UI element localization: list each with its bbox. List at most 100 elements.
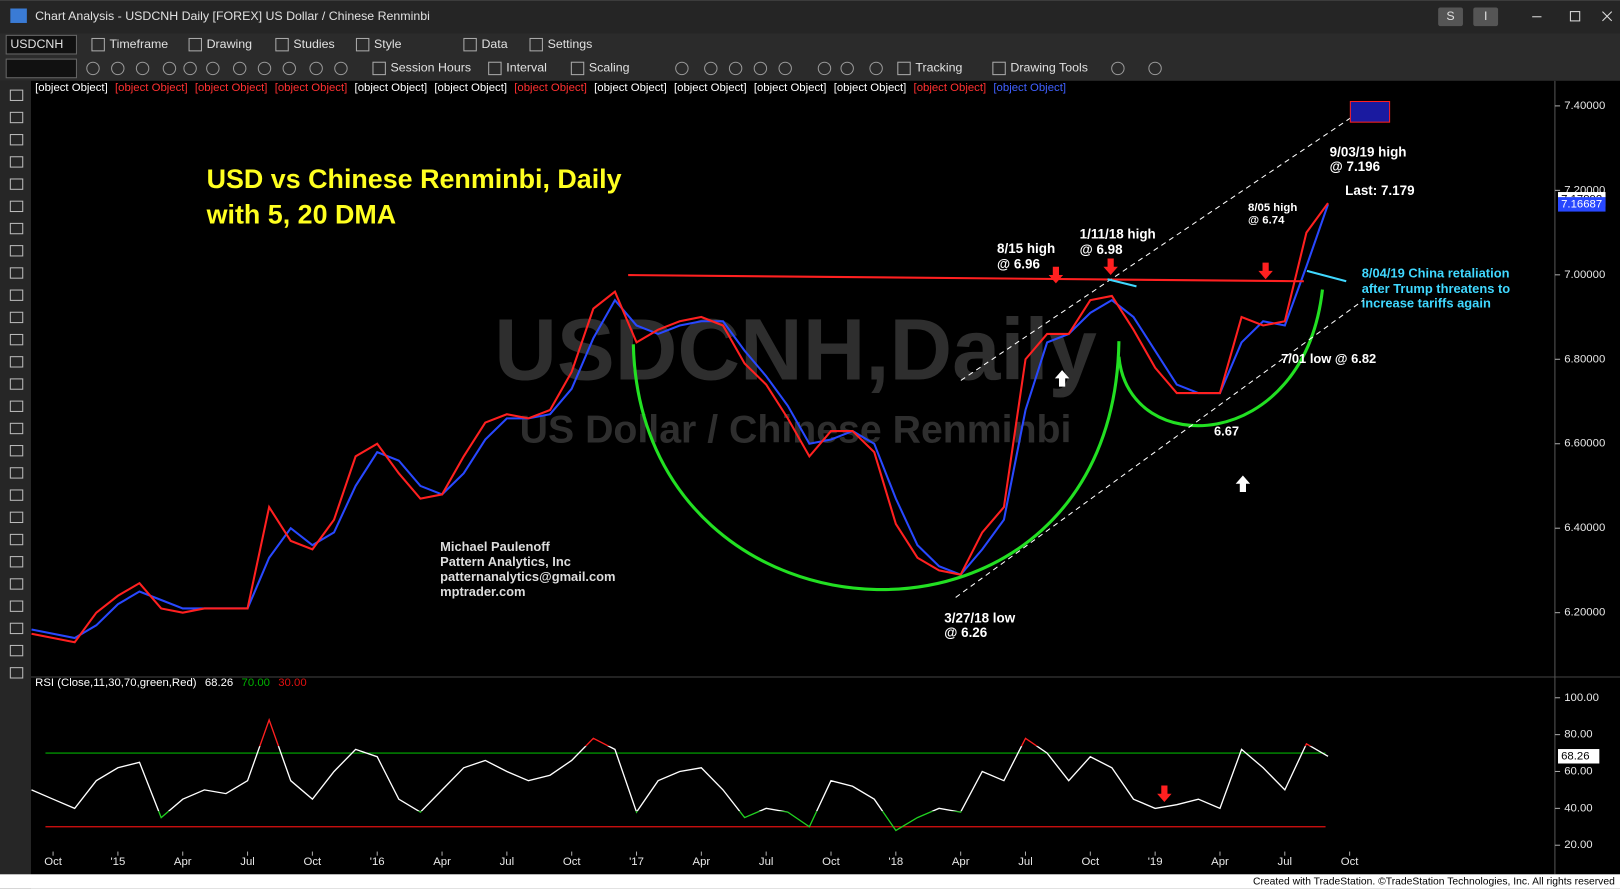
- close[interactable]: [1602, 11, 1613, 22]
- tool-icon[interactable]: [9, 600, 24, 612]
- tool-icon[interactable]: [9, 222, 24, 235]
- tool-icon[interactable]: [9, 245, 24, 257]
- tool-icon[interactable]: [9, 111, 24, 124]
- tool-icon[interactable]: [9, 89, 24, 101]
- x-tick-label: Apr: [174, 856, 192, 868]
- tool-icon[interactable]: [9, 511, 24, 524]
- s-button[interactable]: [1438, 7, 1463, 27]
- toolbar-icon[interactable]: [992, 61, 1006, 76]
- tool-column: [0, 80, 31, 889]
- tool-icon[interactable]: [206, 61, 220, 76]
- toolbar-button[interactable]: Settings: [548, 37, 593, 51]
- rsi-plot: RSI (Close,11,30,70,green,Red) 68.26 70.00…: [31, 677, 1600, 851]
- arrow-down: [1258, 262, 1273, 280]
- tool-icon[interactable]: [9, 156, 24, 168]
- tool-icon[interactable]: [9, 200, 24, 213]
- tool-icon[interactable]: [1111, 61, 1125, 76]
- x-tick-label: Apr: [693, 856, 711, 868]
- tool-icon[interactable]: [9, 489, 24, 501]
- tool-icon[interactable]: [840, 61, 854, 76]
- tool-icon[interactable]: [778, 61, 792, 76]
- toolbar-button[interactable]: Studies: [293, 37, 334, 51]
- annotation: @ 7.196: [1330, 159, 1380, 174]
- x-tick-label: '19: [1148, 856, 1163, 868]
- tool-icon[interactable]: [9, 422, 24, 435]
- toolbar-button[interactable]: Drawing Tools: [1010, 61, 1088, 75]
- tool-icon[interactable]: [9, 667, 24, 679]
- toolbar-button[interactable]: Timeframe: [110, 37, 169, 51]
- y-tick-label: 7.00000: [1564, 269, 1605, 281]
- tool-icon[interactable]: [111, 61, 125, 76]
- i-button[interactable]: [1473, 7, 1499, 27]
- tool-icon[interactable]: [9, 533, 24, 546]
- tool-icon[interactable]: [9, 178, 24, 190]
- tool-icon[interactable]: [9, 578, 24, 590]
- tool-icon[interactable]: [869, 61, 883, 76]
- tool-icon[interactable]: [1148, 61, 1162, 76]
- x-tick-label: Jul: [759, 856, 774, 868]
- i-button-label[interactable]: I: [1484, 9, 1487, 23]
- y-tick-label: 6.20000: [1564, 607, 1605, 619]
- tool-icon[interactable]: [9, 311, 24, 324]
- toolbar-button[interactable]: Tracking: [915, 61, 962, 75]
- toolbar-button[interactable]: Interval: [506, 61, 547, 75]
- tool-icon[interactable]: [183, 61, 197, 76]
- tool-icon[interactable]: [162, 61, 177, 76]
- tool-icon[interactable]: [9, 467, 24, 479]
- toolbar-icon[interactable]: [355, 37, 370, 52]
- toolbar-icon[interactable]: [488, 61, 502, 76]
- y-tick-label: 100.00: [1564, 692, 1599, 704]
- toolbar-button[interactable]: Scaling: [589, 61, 630, 75]
- tool-icon[interactable]: [817, 61, 832, 76]
- tool-icon[interactable]: [704, 61, 718, 76]
- x-tick-label: '15: [110, 856, 125, 868]
- interval-box[interactable]: [5, 58, 77, 79]
- tool-icon[interactable]: [9, 378, 24, 390]
- toolbar-button[interactable]: Session Hours: [391, 61, 471, 75]
- tool-icon[interactable]: [257, 61, 272, 76]
- annotation: @ 6.26: [944, 625, 987, 640]
- annotation: 3/27/18 low: [944, 611, 1015, 626]
- handle-arc: [1117, 289, 1324, 428]
- tool-icon[interactable]: [9, 356, 24, 368]
- tool-icon[interactable]: [9, 445, 24, 457]
- toolbar-icon[interactable]: [372, 61, 386, 76]
- symbol[interactable]: USDCNH: [10, 37, 63, 51]
- x-tick-label: Oct: [563, 856, 582, 868]
- toolbar-button[interactable]: Style: [374, 37, 402, 51]
- x-tick-label: Oct: [822, 856, 841, 868]
- toolbar-icon[interactable]: [275, 37, 289, 52]
- tool-icon[interactable]: [9, 622, 24, 635]
- tool-icon[interactable]: [9, 644, 24, 657]
- tool-icon[interactable]: [9, 333, 24, 346]
- tool-icon[interactable]: [9, 556, 24, 568]
- tool-icon[interactable]: [728, 61, 743, 76]
- tool-icon[interactable]: [9, 134, 24, 146]
- status-item: [object Object]: [914, 82, 987, 94]
- watermark-name: US Dollar / Chinese Renminbi: [520, 407, 1072, 451]
- toolbar-button[interactable]: Data: [481, 37, 507, 51]
- tool-icon[interactable]: [9, 400, 24, 412]
- symbol-box[interactable]: [5, 34, 77, 55]
- tool-icon[interactable]: [86, 61, 100, 76]
- toolbar-icon[interactable]: [91, 37, 105, 52]
- s-button-label[interactable]: S: [1446, 9, 1454, 23]
- tool-icon[interactable]: [334, 61, 348, 76]
- tool-icon[interactable]: [282, 61, 297, 76]
- tool-icon[interactable]: [753, 61, 768, 76]
- tool-icon[interactable]: [135, 61, 150, 76]
- toolbar-icon[interactable]: [897, 61, 911, 76]
- toolbar-icon[interactable]: [463, 37, 477, 52]
- tool-icon[interactable]: [675, 61, 689, 76]
- tool-icon[interactable]: [232, 61, 247, 76]
- tool-icon[interactable]: [9, 267, 24, 279]
- toolbar-icon[interactable]: [529, 37, 543, 52]
- tool-icon[interactable]: [9, 289, 24, 301]
- toolbar-button[interactable]: Drawing: [207, 37, 253, 51]
- toolbar-icon[interactable]: [570, 61, 585, 76]
- toolbar-icon[interactable]: [188, 37, 202, 52]
- maximize[interactable]: [1569, 11, 1581, 22]
- tool-icon[interactable]: [309, 61, 323, 76]
- x-tick-label: '18: [888, 856, 903, 868]
